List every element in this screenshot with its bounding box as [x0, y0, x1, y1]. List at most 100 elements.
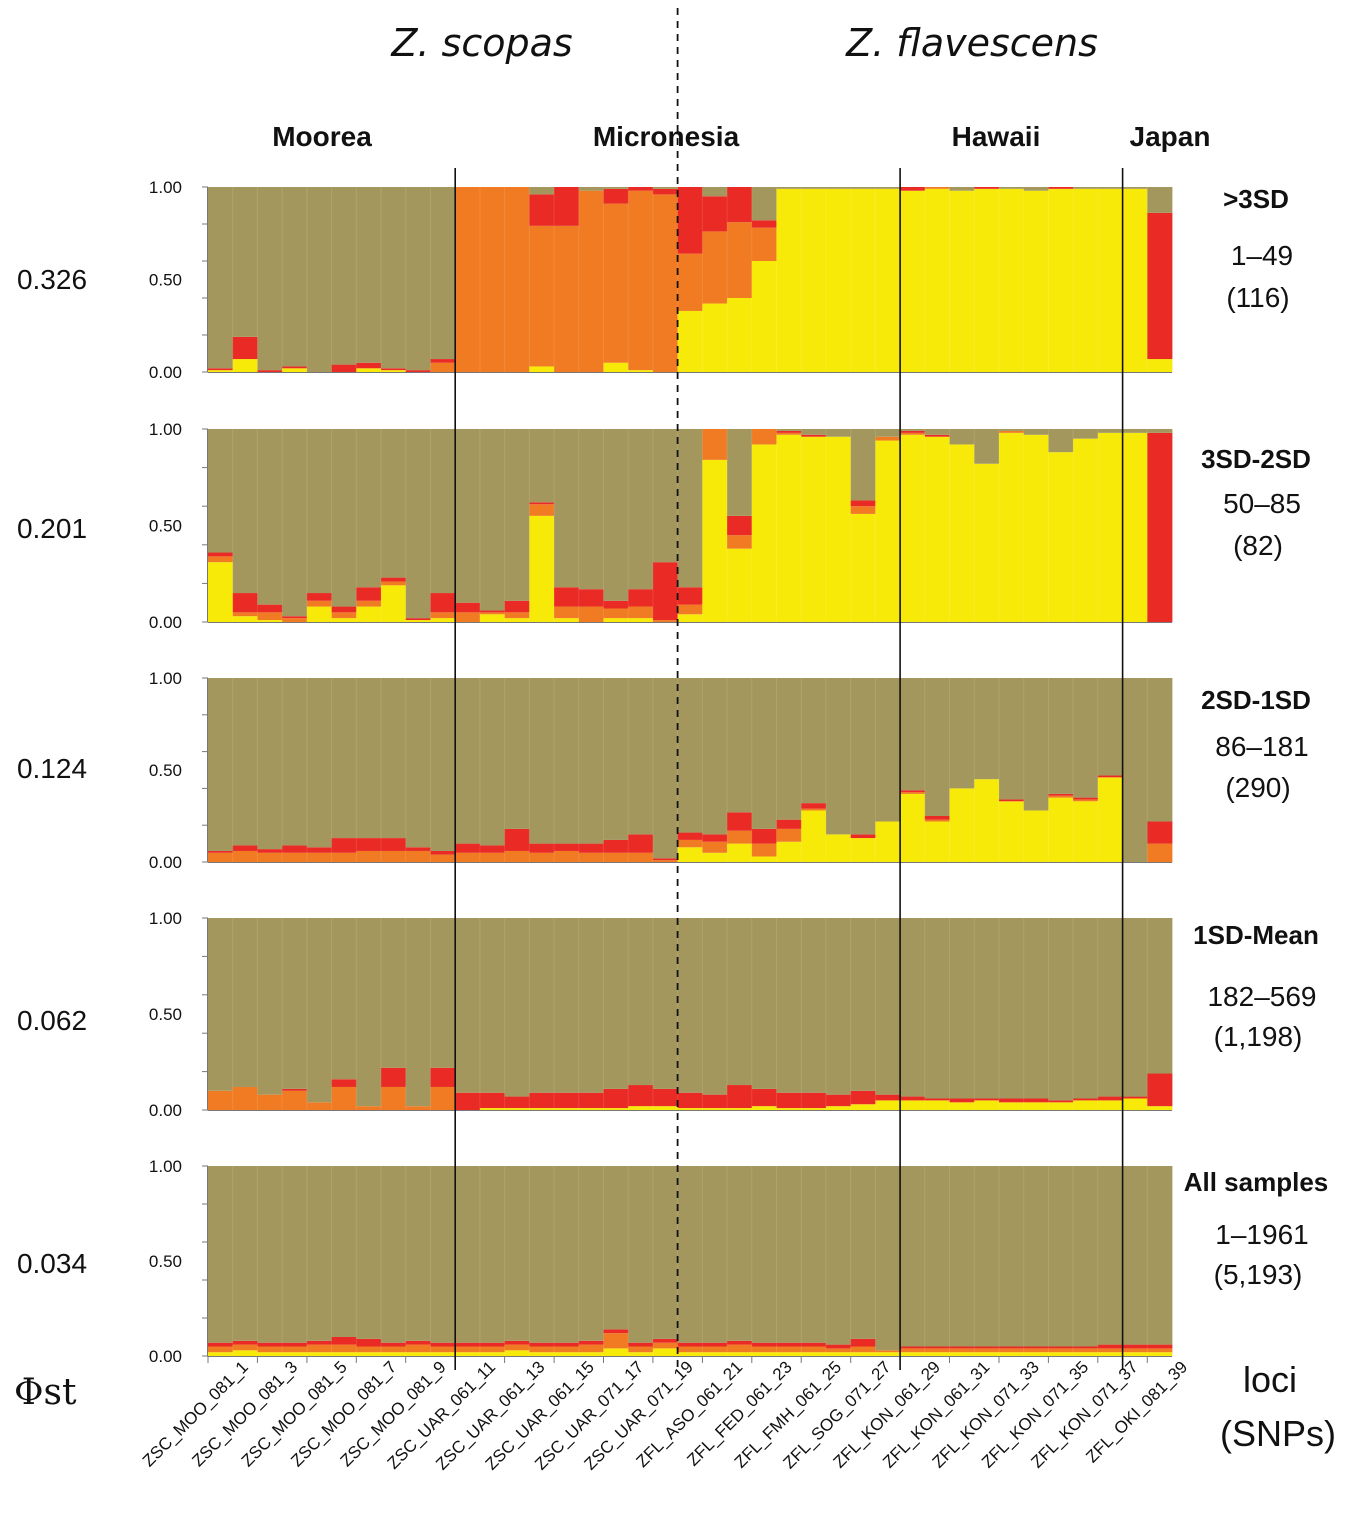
bar-yellow-15	[554, 1352, 580, 1356]
bar-yellow-17	[603, 618, 629, 622]
bar-olive-20	[677, 429, 703, 588]
bar-yellow-33	[998, 188, 1025, 372]
bar-olive-6	[331, 187, 357, 365]
bar-orange-21	[702, 231, 728, 304]
bar-orange-33	[998, 1348, 1025, 1353]
bar-red-8	[381, 368, 407, 371]
bar-olive-34	[1023, 429, 1049, 435]
bar-yellow-21	[702, 459, 728, 622]
bar-yellow-13	[504, 618, 530, 622]
bar-olive-28	[875, 678, 901, 822]
bar-red-15	[554, 1092, 580, 1109]
bar-yellow-24	[776, 188, 802, 372]
bar-olive-18	[628, 429, 654, 590]
bar-orange-24	[776, 828, 802, 842]
bar-orange-22	[727, 535, 753, 549]
bar-red-14	[529, 1092, 555, 1109]
bar-yellow-15	[554, 1108, 580, 1110]
bar-orange-10	[430, 854, 456, 862]
bar-orange-4	[282, 1346, 308, 1353]
bar-red-33	[998, 1098, 1025, 1103]
bar-olive-26	[825, 429, 852, 437]
bar-orange-2	[232, 1344, 258, 1351]
bar-red-9	[405, 847, 431, 851]
bar-yellow-27	[850, 1104, 876, 1110]
species-label-scopas: Z. scopas	[390, 21, 572, 65]
bar-orange-7	[356, 850, 382, 862]
bar-red-22	[727, 1085, 753, 1109]
bar-yellow-33	[998, 1102, 1025, 1110]
bar-red-7	[356, 1338, 382, 1347]
bar-orange-13	[504, 850, 530, 862]
bar-olive-37	[1097, 678, 1123, 776]
bar-red-31	[949, 1098, 975, 1103]
bar-red-8	[381, 838, 407, 851]
bar-yellow-35	[1048, 1352, 1074, 1356]
bar-orange-17	[603, 1333, 629, 1349]
bar-olive-23	[751, 187, 777, 221]
bar-olive-15	[554, 429, 580, 588]
bar-orange-7	[356, 1346, 382, 1353]
bar-orange-9	[405, 1344, 431, 1353]
bar-red-18	[628, 834, 654, 853]
bar-yellow-15	[554, 618, 580, 622]
bar-yellow-32	[974, 463, 1000, 622]
bar-orange-8	[381, 1086, 407, 1110]
bar-red-13	[504, 600, 530, 613]
bar-red-2	[232, 845, 258, 851]
bar-orange-22	[727, 222, 753, 298]
bar-olive-16	[578, 918, 604, 1093]
bar-orange-12	[479, 852, 506, 862]
bar-olive-20	[677, 678, 703, 833]
fst-value: 0.062	[17, 1005, 87, 1036]
bar-yellow-26	[825, 188, 852, 372]
bar-red-17	[603, 1329, 629, 1334]
bar-olive-12	[479, 918, 506, 1093]
bar-red-20	[677, 1092, 703, 1109]
bar-yellow-38	[1122, 1352, 1148, 1356]
bar-orange-12	[479, 612, 506, 615]
bar-orange-19	[652, 194, 679, 372]
bar-yellow-31	[949, 190, 975, 372]
bar-olive-1	[208, 429, 234, 553]
bar-red-27	[850, 1338, 876, 1347]
bar-olive-33	[998, 1166, 1025, 1347]
bar-olive-29	[900, 429, 926, 431]
bar-olive-22	[727, 918, 753, 1086]
bar-red-17	[603, 188, 629, 204]
bar-orange-18	[628, 852, 654, 862]
bar-red-24	[776, 819, 802, 829]
bar-red-18	[628, 589, 654, 607]
snp-count: (5,193)	[1214, 1259, 1303, 1290]
bar-yellow-34	[1023, 1352, 1049, 1356]
bar-yellow-25	[801, 1108, 827, 1110]
bar-red-5	[306, 1340, 332, 1345]
bar-olive-22	[727, 429, 753, 516]
bar-yellow-21	[702, 303, 728, 372]
snp-count: (1,198)	[1214, 1021, 1303, 1052]
bar-olive-33	[998, 678, 1025, 800]
bar-red-22	[727, 515, 753, 536]
bar-yellow-18	[628, 1106, 654, 1110]
y-tick-label: 1.00	[149, 420, 182, 439]
bar-olive-8	[381, 678, 407, 839]
bar-red-30	[924, 816, 950, 820]
bar-olive-38	[1122, 678, 1148, 862]
bar-red-18	[628, 1085, 654, 1107]
bar-red-38	[1122, 1344, 1148, 1349]
bar-olive-31	[949, 918, 975, 1099]
bar-olive-33	[998, 918, 1025, 1099]
bar-red-23	[751, 828, 777, 844]
bar-yellow-37	[1097, 777, 1123, 862]
fst-value: 0.124	[17, 753, 87, 784]
bar-red-23	[751, 1088, 777, 1107]
bar-orange-1	[208, 1090, 234, 1110]
bar-red-4	[282, 616, 308, 619]
bar-olive-27	[850, 429, 876, 501]
bar-olive-25	[801, 1166, 827, 1343]
bar-yellow-33	[998, 1352, 1025, 1356]
y-tick-label: 0.50	[149, 761, 182, 780]
bar-red-20	[677, 587, 703, 605]
bar-olive-2	[232, 678, 258, 846]
bar-orange-28	[875, 436, 901, 441]
